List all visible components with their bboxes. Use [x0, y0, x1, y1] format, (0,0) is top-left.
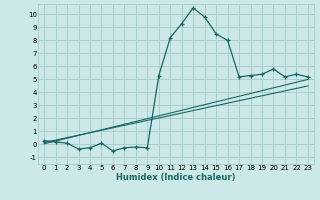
X-axis label: Humidex (Indice chaleur): Humidex (Indice chaleur)	[116, 173, 236, 182]
